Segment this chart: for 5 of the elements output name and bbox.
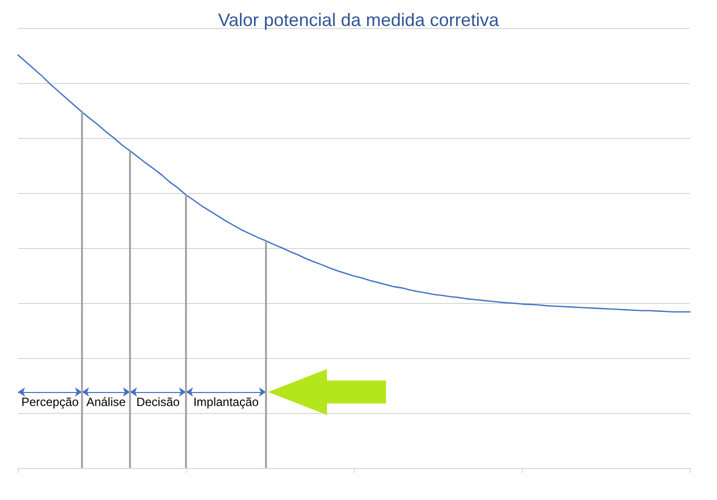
annotation: Implantação xyxy=(193,395,260,409)
annotation: Percepção xyxy=(21,395,80,409)
chart-title: Valor potencial da medida corretiva xyxy=(218,10,500,30)
annotation: Análise xyxy=(86,395,126,409)
annotation: Decisão xyxy=(136,395,180,409)
